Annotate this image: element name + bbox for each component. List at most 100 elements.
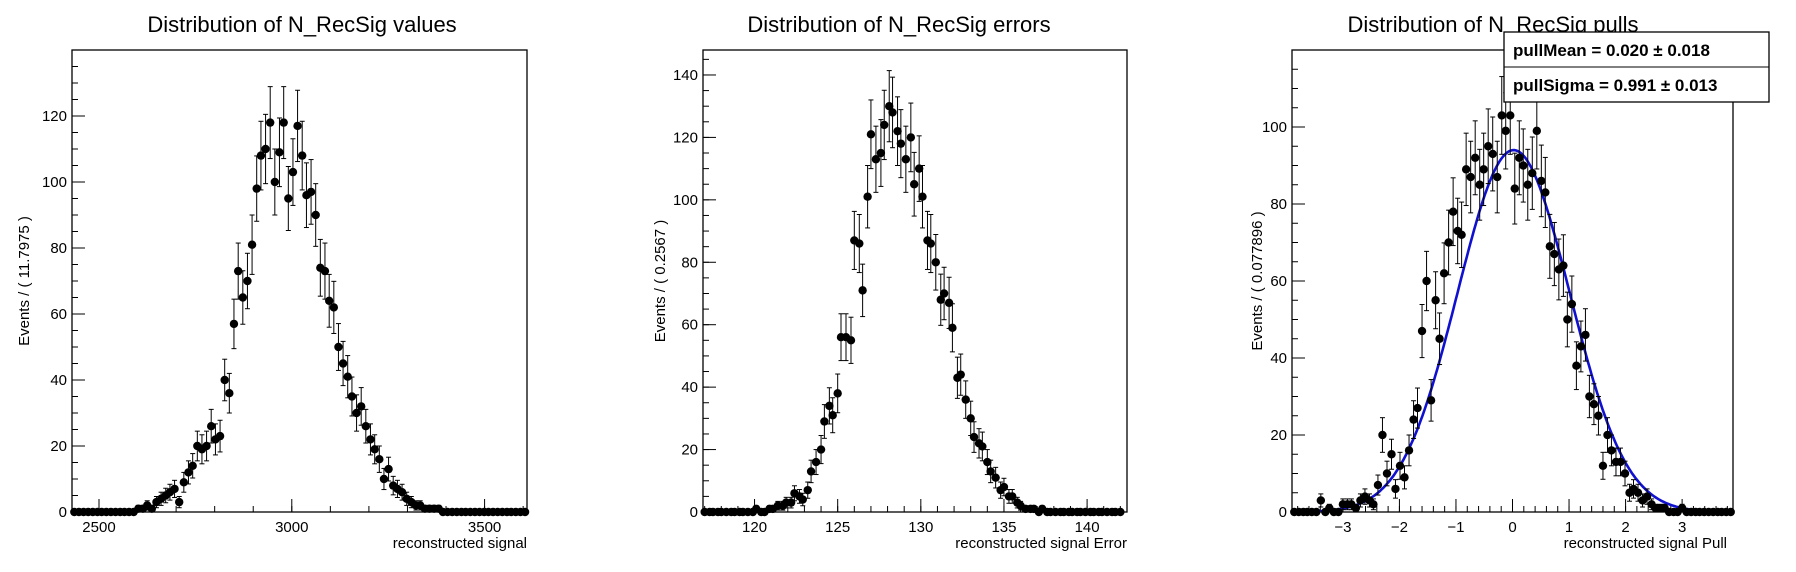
data-point xyxy=(1603,430,1612,440)
data-point xyxy=(179,478,189,487)
x-tick-label: 3 xyxy=(1678,519,1686,536)
data-point xyxy=(1510,184,1519,193)
data-point xyxy=(343,372,352,381)
data-point xyxy=(1373,480,1383,490)
y-tick-label: 100 xyxy=(1262,119,1287,136)
data-point xyxy=(1519,161,1528,170)
y-axis-label: Events / ( 11.7975 ) xyxy=(16,216,33,346)
data-point xyxy=(1607,446,1616,455)
data-point xyxy=(338,359,348,368)
data-point xyxy=(275,148,284,157)
data-point xyxy=(806,467,816,476)
y-tick-label: 20 xyxy=(1270,427,1287,444)
data-point xyxy=(944,298,954,308)
data-point xyxy=(279,118,288,127)
data-point xyxy=(329,303,339,312)
data-point xyxy=(1395,461,1405,470)
chart-title: Distribution of N_RecSig errors xyxy=(747,12,1050,37)
data-point xyxy=(370,445,379,454)
y-tick-label: 20 xyxy=(681,442,698,459)
data-point xyxy=(1576,342,1586,351)
data-point xyxy=(1008,492,1017,501)
data-point xyxy=(1594,411,1603,420)
data-point xyxy=(956,370,965,379)
data-point xyxy=(1545,242,1555,251)
data-point xyxy=(375,455,384,464)
data-point xyxy=(1417,326,1427,336)
data-point xyxy=(893,126,902,136)
data-point xyxy=(866,130,876,139)
data-point xyxy=(397,488,407,497)
data-point xyxy=(334,342,343,352)
data-point xyxy=(1475,180,1484,189)
data-point xyxy=(926,239,935,248)
data-point xyxy=(147,504,157,513)
data-point xyxy=(1479,165,1488,174)
x-axis-label: reconstructed signal Error xyxy=(955,535,1127,552)
x-tick-label: −2 xyxy=(1391,519,1408,536)
data-point xyxy=(999,482,1009,492)
data-point xyxy=(876,148,886,158)
x-tick-label: 0 xyxy=(1508,519,1516,536)
data-point xyxy=(1426,396,1436,405)
panel-values: Distribution of N_RecSig values 0 20 40 60 8… xyxy=(16,12,530,552)
data-points xyxy=(700,70,1125,517)
data-point xyxy=(293,121,302,131)
data-point xyxy=(1461,165,1471,174)
x-axis-label: reconstructed signal xyxy=(393,535,527,552)
data-point xyxy=(966,414,975,423)
chart-title: Distribution of N_RecSig values xyxy=(147,12,456,37)
data-point xyxy=(229,319,239,329)
y-tick-label: 20 xyxy=(50,438,67,455)
y-tick-label: 40 xyxy=(681,379,698,396)
data-point xyxy=(356,402,366,411)
data-points xyxy=(1290,76,1735,517)
data-point xyxy=(233,266,243,276)
data-point xyxy=(384,464,393,474)
data-point xyxy=(1409,415,1418,424)
data-point xyxy=(1470,153,1480,162)
gaussian-fit-curve xyxy=(1291,148,1733,514)
data-point xyxy=(202,441,211,451)
data-point xyxy=(1642,492,1652,501)
x-tick-label: 3000 xyxy=(275,519,308,536)
y-tick-label: 60 xyxy=(50,306,67,323)
data-point xyxy=(347,392,357,401)
data-point xyxy=(215,431,225,441)
data-point xyxy=(188,461,197,470)
data-point xyxy=(909,180,919,189)
data-point xyxy=(184,468,193,477)
data-point xyxy=(284,194,293,203)
data-point xyxy=(520,507,530,517)
data-point xyxy=(1589,400,1599,409)
data-point xyxy=(939,289,949,298)
x-tick-label: 3500 xyxy=(468,519,501,536)
data-point xyxy=(1439,269,1449,278)
data-point xyxy=(1497,111,1506,120)
data-point xyxy=(1431,296,1440,305)
stats-box: pullMean = 0.020 ± 0.018 pullSigma = 0.9… xyxy=(1503,31,1770,103)
data-point xyxy=(206,422,216,431)
data-point xyxy=(170,484,179,494)
data-point xyxy=(1523,180,1532,189)
data-point xyxy=(1413,403,1422,413)
y-tick-label: 80 xyxy=(50,240,67,257)
y-axis-label: Events / ( 0.2567 ) xyxy=(652,220,669,343)
data-point xyxy=(379,474,389,484)
data-point xyxy=(288,167,298,177)
data-point xyxy=(352,408,361,418)
data-point xyxy=(880,120,889,130)
data-point xyxy=(243,276,252,286)
axis-ticks: 0 20 40 60 80 100 −3 −2 −1 0 1 2 3 xyxy=(1262,49,1728,536)
data-point xyxy=(297,151,307,160)
data-point xyxy=(1515,153,1524,162)
data-point xyxy=(828,411,837,420)
data-point xyxy=(1581,330,1590,340)
data-point xyxy=(1316,496,1326,505)
x-tick-label: 2500 xyxy=(82,519,115,536)
data-point xyxy=(1444,238,1453,247)
data-point xyxy=(1572,361,1581,370)
data-point xyxy=(1528,169,1537,178)
data-point xyxy=(816,445,826,454)
